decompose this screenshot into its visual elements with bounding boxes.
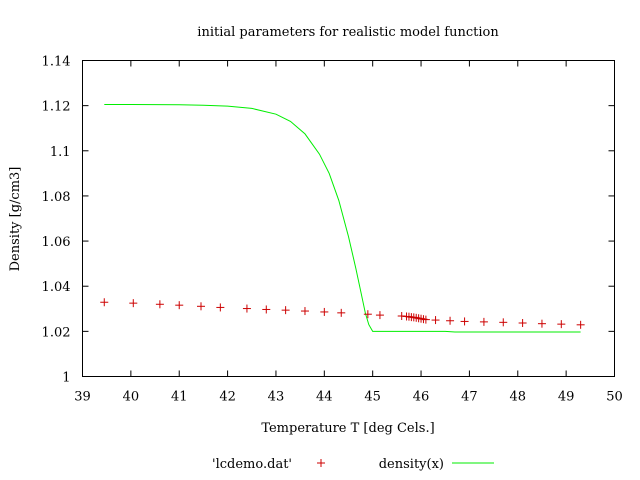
x-tick-label: 47: [461, 390, 478, 405]
chart-title: initial parameters for realistic model f…: [197, 25, 499, 40]
data-point: [557, 320, 566, 329]
x-tick-label: 44: [316, 390, 333, 405]
y-tick-label: 1.14: [42, 55, 71, 70]
data-point: [479, 317, 488, 326]
x-tick-label: 45: [364, 390, 381, 405]
data-point: [537, 319, 546, 328]
data-point: [196, 302, 205, 311]
y-tick-label: 1.08: [42, 190, 71, 205]
plot-frame: [82, 60, 615, 377]
y-axis-ticks: 1 1.02 1.04 1.06 1.08 1.1 1.12 1.14: [42, 55, 615, 386]
x-tick-label: 43: [268, 390, 285, 405]
data-point: [337, 308, 346, 317]
data-point: [363, 310, 372, 319]
data-point: [129, 299, 138, 308]
data-point: [216, 303, 225, 312]
data-point: [281, 306, 290, 315]
data-point: [375, 311, 384, 320]
legend-label-lcdemo: 'lcdemo.dat': [212, 457, 292, 472]
x-tick-label: 39: [74, 390, 91, 405]
data-point: [431, 316, 440, 325]
series-points-lcdemo: [100, 298, 585, 329]
data-point: [242, 304, 251, 313]
data-point: [518, 319, 527, 328]
y-tick-label: 1.1: [50, 145, 71, 160]
legend-label-density: density(x): [379, 457, 444, 472]
data-point: [262, 305, 271, 314]
x-tick-label: 49: [558, 390, 575, 405]
y-tick-label: 1.12: [42, 100, 71, 115]
y-tick-label: 1.04: [42, 280, 71, 295]
x-tick-label: 40: [123, 390, 140, 405]
x-tick-label: 48: [509, 390, 526, 405]
x-axis-ticks: 39 40 41 42 43 44 45 46 47 48 49 50: [74, 60, 623, 405]
data-point: [155, 300, 164, 309]
data-point: [446, 316, 455, 325]
y-tick-label: 1: [62, 371, 70, 386]
series-line-density: [104, 104, 581, 333]
x-tick-label: 41: [171, 390, 188, 405]
y-tick-label: 1.02: [42, 325, 71, 340]
data-point: [460, 317, 469, 326]
data-point: [175, 301, 184, 310]
data-point: [421, 315, 430, 324]
data-point: [320, 307, 329, 316]
data-point: [499, 318, 508, 327]
legend-marker-lcdemo: [317, 459, 325, 467]
data-point: [576, 320, 585, 329]
y-axis-label: Density [g/cm3]: [8, 167, 23, 272]
x-tick-label: 46: [413, 390, 430, 405]
data-point: [100, 298, 109, 307]
data-point: [300, 307, 309, 316]
x-axis-label: Temperature T [deg Cels.]: [261, 421, 434, 436]
legend: 'lcdemo.dat' density(x): [212, 457, 494, 472]
y-tick-label: 1.06: [42, 235, 71, 250]
x-tick-label: 42: [219, 390, 236, 405]
x-tick-label: 50: [606, 390, 623, 405]
